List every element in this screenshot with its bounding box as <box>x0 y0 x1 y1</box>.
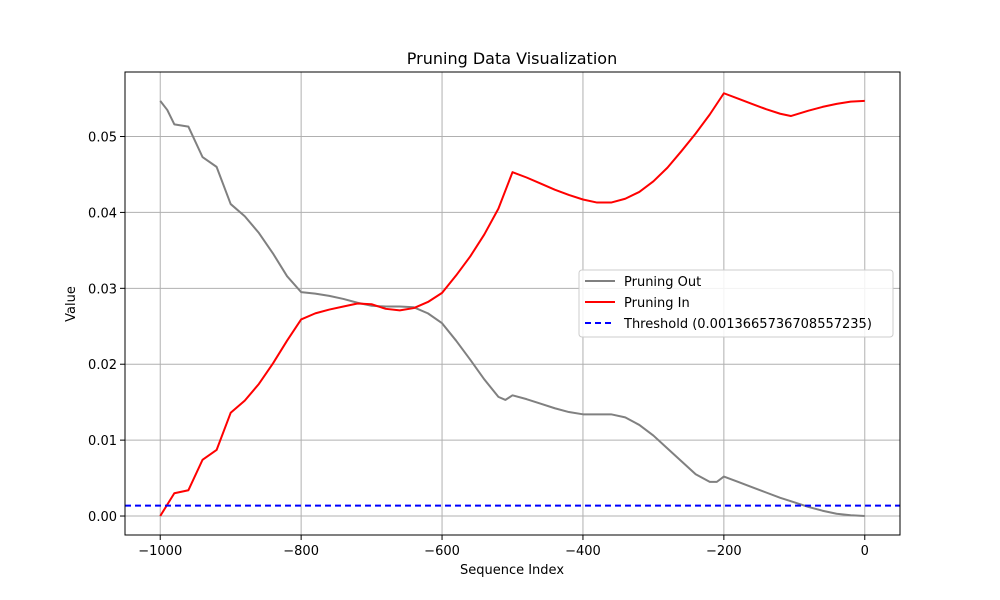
legend-label-pruning-in: Pruning In <box>624 296 690 311</box>
y-tick-label: 0.03 <box>88 282 117 297</box>
legend-box <box>578 269 894 338</box>
x-tick-label: 0 <box>861 544 869 559</box>
pruning-in-line <box>159 92 865 517</box>
x-axis: −1000 −800 −600 −400 −200 0 <box>138 535 869 559</box>
legend: Pruning Out Pruning In Threshold (0.0013… <box>578 269 894 338</box>
y-tick-label: 0.00 <box>88 510 117 525</box>
x-tick-label: −200 <box>706 544 742 559</box>
chart-title: Pruning Data Visualization <box>407 49 617 68</box>
y-tick-label: 0.02 <box>88 358 117 373</box>
x-tick-label: −1000 <box>138 544 182 559</box>
x-tick-label: −400 <box>565 544 601 559</box>
pruning-out-line <box>159 100 865 518</box>
y-axis: 0.00 0.01 0.02 0.03 0.04 0.05 <box>88 131 125 525</box>
series-layer <box>125 92 900 518</box>
legend-label-threshold: Threshold (0.0013665736708557235) <box>623 317 872 332</box>
y-tick-label: 0.01 <box>88 434 117 449</box>
x-tick-label: −800 <box>283 544 319 559</box>
x-tick-label: −600 <box>424 544 460 559</box>
x-axis-label: Sequence Index <box>460 563 564 578</box>
y-axis-label: Value <box>64 286 79 322</box>
y-tick-label: 0.05 <box>88 131 117 146</box>
plot-frame <box>124 71 901 536</box>
y-tick-label: 0.04 <box>88 206 117 221</box>
legend-label-pruning-out: Pruning Out <box>624 275 701 290</box>
